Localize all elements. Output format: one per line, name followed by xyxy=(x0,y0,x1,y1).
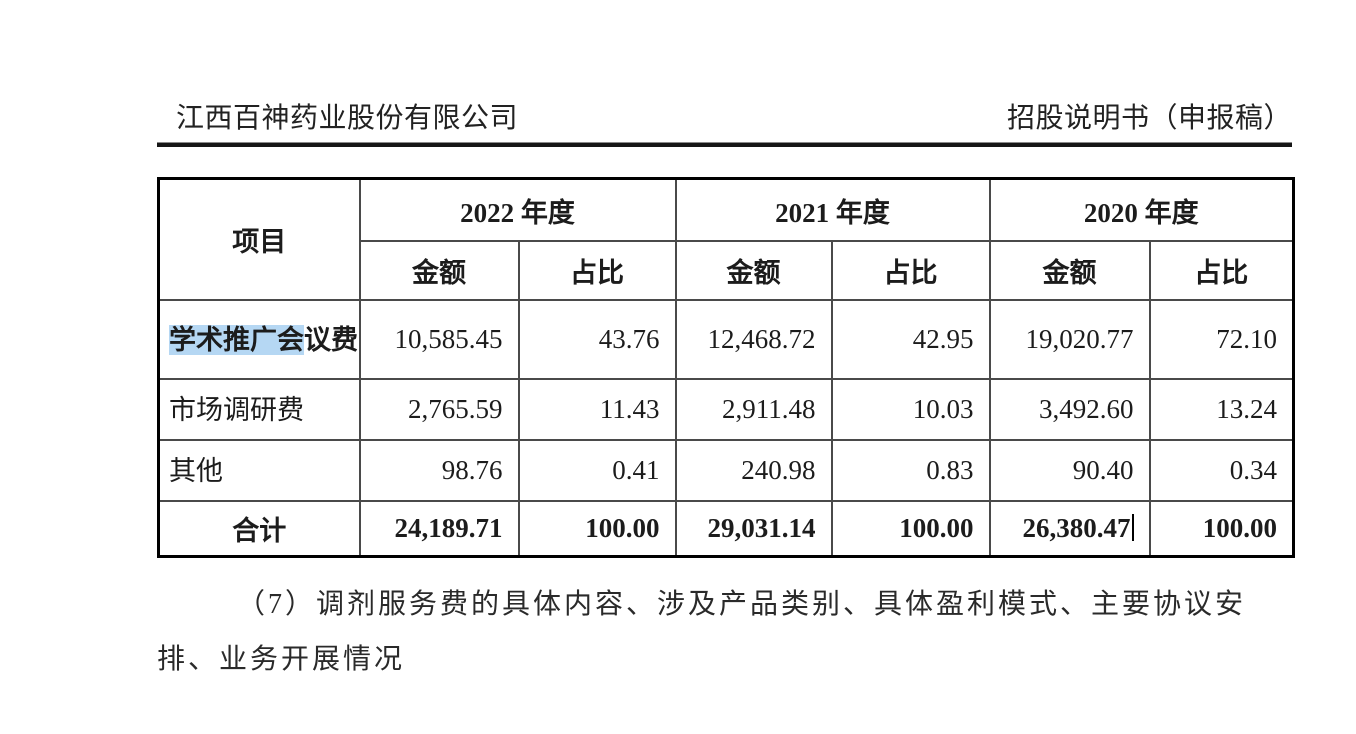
expense-breakdown-table: 项目 2022 年度 2021 年度 2020 年度 金额 占比 金额 占比 金… xyxy=(157,177,1295,558)
total-2020-amount-value: 26,380.47 xyxy=(1022,513,1131,543)
cell-2021-ratio: 10.03 xyxy=(830,378,991,441)
total-2020-amount: 26,380.47 xyxy=(988,500,1151,558)
cell-2022-ratio: 43.76 xyxy=(517,299,677,380)
table-row-academic-promotion: 学术推广会议费 10,585.45 43.76 12,468.72 42.95 … xyxy=(157,299,1295,380)
row-label-rest: 议费 xyxy=(304,324,358,355)
total-2020-ratio: 100.00 xyxy=(1148,500,1295,558)
table-header-year-2022: 2022 年度 xyxy=(358,177,677,242)
cell-2021-amount: 12,468.72 xyxy=(674,299,833,380)
cell-2020-ratio: 0.34 xyxy=(1148,439,1295,502)
cell-2020-ratio: 72.10 xyxy=(1148,299,1295,380)
cell-2020-amount: 3,492.60 xyxy=(988,378,1151,441)
row-label-market-research: 市场调研费 xyxy=(157,378,361,441)
row-label-academic-promotion: 学术推广会议费 xyxy=(157,299,361,380)
cell-2020-amount: 19,020.77 xyxy=(988,299,1151,380)
total-2022-amount: 24,189.71 xyxy=(358,500,520,558)
table-header-year-2021: 2021 年度 xyxy=(674,177,991,242)
row-label-total: 合计 xyxy=(157,500,361,558)
cell-2022-ratio: 11.43 xyxy=(517,378,677,441)
table-row-other: 其他 98.76 0.41 240.98 0.83 90.40 0.34 xyxy=(157,439,1295,502)
paragraph-item-7: （7）调剂服务费的具体内容、涉及产品类别、具体盈利模式、主要协议安排、业务开展情… xyxy=(157,589,1247,675)
cell-2021-ratio: 42.95 xyxy=(830,299,991,380)
table-header-row-years: 项目 2022 年度 2021 年度 2020 年度 xyxy=(157,177,1295,301)
text-cursor xyxy=(1131,514,1134,541)
cell-2020-amount: 90.40 xyxy=(988,439,1151,502)
cell-2022-amount: 98.76 xyxy=(358,439,520,502)
cell-2020-ratio: 13.24 xyxy=(1148,378,1295,441)
table-header-item: 项目 xyxy=(157,177,361,301)
subheader-amount-2021: 金额 xyxy=(674,240,833,301)
table-row-market-research: 市场调研费 2,765.59 11.43 2,911.48 10.03 3,49… xyxy=(157,378,1295,441)
cell-2022-amount: 10,585.45 xyxy=(358,299,520,380)
subheader-amount-2020: 金额 xyxy=(988,240,1151,301)
subheader-ratio-2022: 占比 xyxy=(517,240,677,301)
total-2021-amount: 29,031.14 xyxy=(674,500,833,558)
cell-2021-amount: 240.98 xyxy=(674,439,833,502)
subheader-ratio-2021: 占比 xyxy=(830,240,991,301)
subheader-amount-2022: 金额 xyxy=(358,240,520,301)
table-row-total: 合计 24,189.71 100.00 29,031.14 100.00 26,… xyxy=(157,500,1295,558)
table-header-year-2020: 2020 年度 xyxy=(988,177,1295,242)
selected-text-highlight: 学术推广会 xyxy=(169,324,304,355)
subheader-ratio-2020: 占比 xyxy=(1148,240,1295,301)
cell-2021-ratio: 0.83 xyxy=(830,439,991,502)
header-divider-rule xyxy=(157,142,1292,147)
header-company-name: 江西百神药业股份有限公司 xyxy=(176,103,519,134)
cell-2022-amount: 2,765.59 xyxy=(358,378,520,441)
total-2022-ratio: 100.00 xyxy=(517,500,677,558)
total-2021-ratio: 100.00 xyxy=(830,500,991,558)
cell-2022-ratio: 0.41 xyxy=(517,439,677,502)
table-header-row-subcolumns: 金额 占比 金额 占比 金额 占比 xyxy=(159,240,1295,301)
cell-2021-amount: 2,911.48 xyxy=(674,378,833,441)
header-document-title: 招股说明书（申报稿） xyxy=(1006,103,1292,134)
row-label-other: 其他 xyxy=(157,439,361,502)
